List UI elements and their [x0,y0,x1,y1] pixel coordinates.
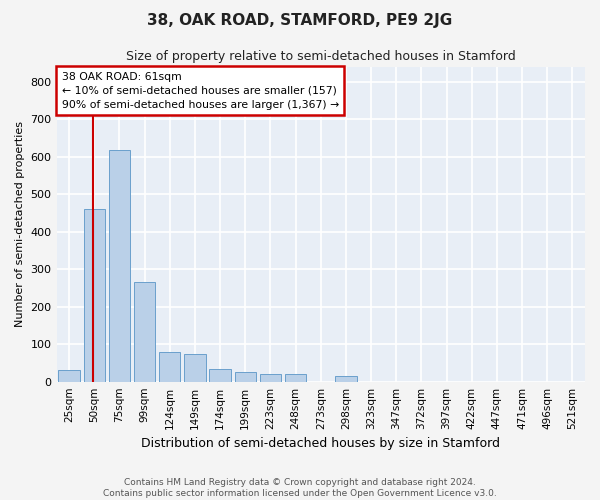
X-axis label: Distribution of semi-detached houses by size in Stamford: Distribution of semi-detached houses by … [141,437,500,450]
Bar [335,376,356,382]
Bar [260,374,281,382]
Text: 38, OAK ROAD, STAMFORD, PE9 2JG: 38, OAK ROAD, STAMFORD, PE9 2JG [148,12,452,28]
Bar [134,282,155,382]
Bar [109,150,130,382]
Y-axis label: Number of semi-detached properties: Number of semi-detached properties [15,122,25,328]
Title: Size of property relative to semi-detached houses in Stamford: Size of property relative to semi-detach… [126,50,515,63]
Bar [83,208,105,382]
Bar [235,372,256,382]
Bar [58,370,80,382]
Bar [285,374,307,382]
Bar [184,354,206,382]
Text: Contains HM Land Registry data © Crown copyright and database right 2024.
Contai: Contains HM Land Registry data © Crown c… [103,478,497,498]
Bar [159,352,181,382]
Text: 38 OAK ROAD: 61sqm
← 10% of semi-detached houses are smaller (157)
90% of semi-d: 38 OAK ROAD: 61sqm ← 10% of semi-detache… [62,72,339,110]
Bar [209,368,231,382]
